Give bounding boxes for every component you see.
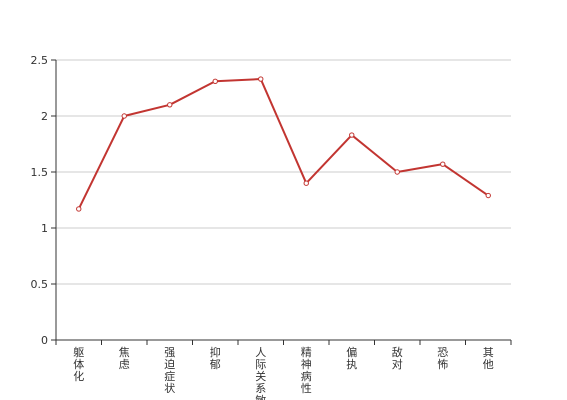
series [76, 76, 491, 212]
data-point[interactable] [485, 192, 491, 199]
axes [51, 59, 512, 345]
y-tick-label: 0.5 [31, 278, 49, 291]
y-tick-label: 2 [41, 110, 48, 123]
y-tick-label: 2.5 [31, 54, 49, 67]
data-point[interactable] [167, 102, 173, 108]
x-tick-label: 精神病性 [301, 346, 312, 395]
series-line [77, 78, 489, 210]
x-tick-label: 其他 [483, 346, 494, 371]
x-tick-label: 焦虑 [119, 346, 130, 371]
x-tick-labels: 躯体化 焦虑 强迫症状 抑郁 人际关系敏感 精神病性 偏执 敌对 恐怖 其他 [73, 345, 494, 400]
x-tick-label: 强迫症状 [164, 346, 175, 395]
data-point[interactable] [121, 113, 127, 119]
grid-lines [56, 59, 511, 285]
x-tick-label: 敌对 [392, 345, 403, 371]
x-tick-label: 躯体化 [73, 346, 84, 383]
data-point[interactable] [349, 132, 355, 138]
data-point[interactable] [258, 76, 264, 82]
x-tick-label: 偏执 [346, 345, 357, 371]
x-tick-label: 人际关系敏感 [255, 346, 266, 400]
data-point[interactable] [76, 206, 82, 212]
y-tick-label: 0 [41, 334, 48, 347]
y-tick-labels: 0 0.5 1 1.5 2 2.5 [31, 54, 49, 347]
y-tick-label: 1 [41, 222, 48, 235]
x-tick-label: 抑郁 [210, 345, 221, 371]
y-tick-label: 1.5 [31, 166, 49, 179]
data-point[interactable] [303, 180, 309, 186]
x-tick-label: 恐怖 [437, 346, 448, 371]
data-point[interactable] [440, 161, 446, 167]
data-point[interactable] [212, 78, 218, 84]
data-point[interactable] [394, 169, 400, 175]
